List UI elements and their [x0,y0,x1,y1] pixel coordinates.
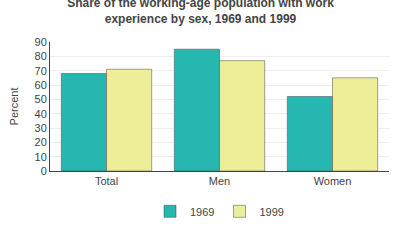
svg-text:90: 90 [35,36,47,48]
svg-text:0: 0 [41,165,47,177]
svg-text:Total: Total [95,175,118,187]
svg-text:80: 80 [35,50,47,62]
svg-text:70: 70 [35,65,47,77]
svg-text:1969: 1969 [190,206,214,218]
svg-text:50: 50 [35,93,47,105]
svg-text:60: 60 [35,79,47,91]
svg-text:30: 30 [35,122,47,134]
svg-text:Percent: Percent [8,88,20,126]
svg-text:Men: Men [209,175,230,187]
svg-text:Women: Women [314,175,352,187]
svg-text:1999: 1999 [259,206,283,218]
svg-text:Share of the working-age popul: Share of the working-age population with… [67,0,334,26]
svg-text:20: 20 [35,136,47,148]
svg-text:10: 10 [35,151,47,163]
svg-text:40: 40 [35,108,47,120]
